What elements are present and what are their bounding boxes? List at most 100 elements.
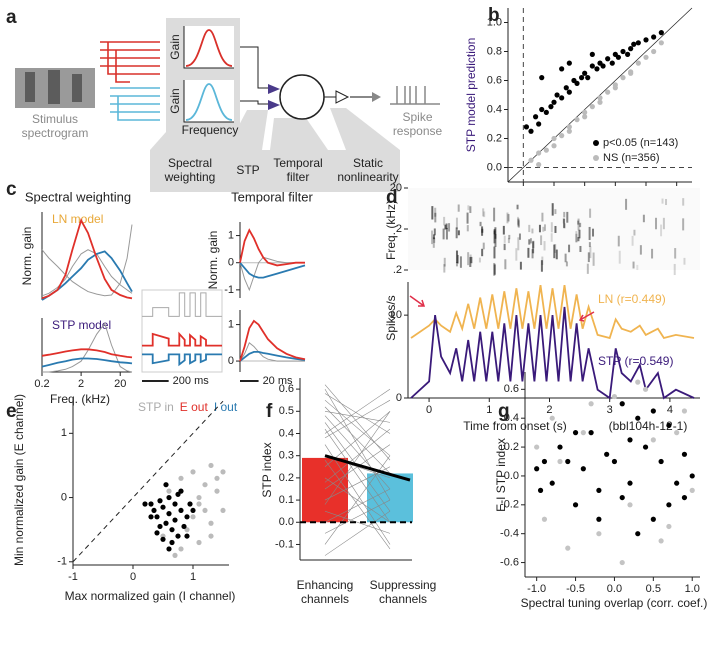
- stage-label: Temporal filter: [273, 156, 323, 184]
- spectrogram-blob: [565, 261, 568, 267]
- spectrogram-blob: [528, 224, 531, 233]
- point: [566, 89, 572, 95]
- spectrogram-blob: [541, 256, 544, 265]
- legend-label: p<0.05 (n=143): [603, 137, 678, 149]
- point: [674, 430, 680, 436]
- point: [559, 95, 565, 101]
- point: [651, 48, 657, 55]
- spectrogram-blob: [563, 223, 566, 229]
- point: [566, 128, 572, 134]
- stage-label: STP: [236, 163, 259, 177]
- series-line: [41, 249, 133, 297]
- pair-line: [324, 384, 391, 461]
- point: [642, 444, 649, 450]
- spectrogram-blob: [665, 198, 668, 206]
- point: [543, 147, 549, 153]
- spectrogram-blob: [516, 204, 519, 210]
- series-line: [41, 348, 133, 359]
- legend-label: STP (r=0.549): [598, 354, 673, 368]
- trace-frame: [141, 289, 223, 373]
- y-tick-label: 10: [390, 309, 402, 321]
- spectrogram-blob: [442, 228, 445, 240]
- spectrogram-blob: [508, 234, 511, 240]
- point: [625, 51, 631, 58]
- point: [166, 511, 172, 517]
- panel-title: Spectral weighting: [25, 189, 131, 204]
- legend-label: LN (r=0.449): [598, 292, 666, 306]
- pair-line: [324, 415, 391, 490]
- spectrogram-blob: [493, 246, 496, 259]
- point: [163, 520, 169, 526]
- spectrogram-blob: [642, 214, 645, 223]
- y-tick-label: -0.6: [500, 556, 519, 568]
- spectrogram-blob: [550, 233, 553, 242]
- panel-letter: e: [6, 401, 17, 422]
- x-tick-label: 20: [114, 378, 126, 390]
- point: [566, 60, 572, 66]
- x-tick-label: 0.2: [34, 378, 49, 390]
- y-tick-label: 1: [61, 427, 67, 439]
- point: [596, 487, 602, 493]
- point: [196, 539, 202, 546]
- point: [148, 514, 154, 520]
- point: [604, 451, 610, 457]
- spectrogram-blob: [493, 230, 496, 244]
- point: [658, 40, 664, 46]
- spectrogram-blob: [662, 217, 665, 230]
- spectrogram-blob: [527, 247, 530, 258]
- point: [635, 40, 641, 46]
- spectrogram-blob: [555, 249, 558, 260]
- point: [157, 498, 163, 504]
- y-tick-label: 0.2: [279, 472, 294, 484]
- pair-line: [324, 488, 391, 523]
- point: [609, 60, 615, 66]
- y-tick-label: 0.6: [279, 383, 294, 395]
- spectrogram-blob: [660, 224, 663, 237]
- panel-letter: b: [488, 5, 500, 26]
- point: [666, 502, 672, 508]
- point: [681, 408, 688, 414]
- y-tick-label: 0.0: [504, 470, 519, 482]
- point: [166, 488, 172, 494]
- point: [220, 469, 226, 475]
- point: [557, 444, 563, 450]
- point: [163, 482, 169, 488]
- spectrogram-blob: [562, 218, 565, 224]
- legend-swatch: [593, 155, 599, 161]
- spectrogram-blob: [588, 226, 591, 241]
- y-axis-label: Norm. gain: [206, 231, 220, 290]
- point: [650, 408, 656, 414]
- model-diagram: [15, 18, 440, 192]
- spectrogram-blob: [479, 221, 482, 227]
- spectrogram-blob: [493, 207, 496, 222]
- point: [175, 533, 181, 539]
- point: [666, 523, 672, 530]
- point: [611, 458, 618, 465]
- spectrogram-blob: [592, 252, 595, 266]
- spectrogram-blob: [532, 241, 535, 254]
- point: [534, 466, 540, 472]
- spectrogram-blob: [553, 244, 556, 259]
- spectrogram-blob: [563, 211, 566, 218]
- y-tick-label: 0.5: [279, 405, 294, 417]
- spectrogram-blob: [517, 220, 520, 228]
- x-tick-label: 4: [667, 404, 673, 416]
- point: [175, 491, 181, 497]
- point: [565, 545, 571, 551]
- spectrogram-blob: [563, 218, 566, 228]
- spectrogram-blob: [481, 248, 484, 257]
- spectrogram-blob: [507, 214, 510, 222]
- y-tick-label: 0.6: [487, 74, 502, 86]
- point: [178, 475, 184, 481]
- gain-label: Gain: [168, 88, 182, 113]
- point: [172, 501, 178, 507]
- point: [650, 437, 656, 443]
- point: [628, 46, 634, 52]
- spectrogram-blob: [482, 242, 485, 250]
- spectrogram-blob: [433, 228, 436, 236]
- point: [208, 520, 214, 526]
- point: [572, 430, 579, 436]
- point: [537, 487, 544, 493]
- spectrogram-blob: [448, 223, 451, 232]
- spectrogram-blob: [518, 233, 521, 240]
